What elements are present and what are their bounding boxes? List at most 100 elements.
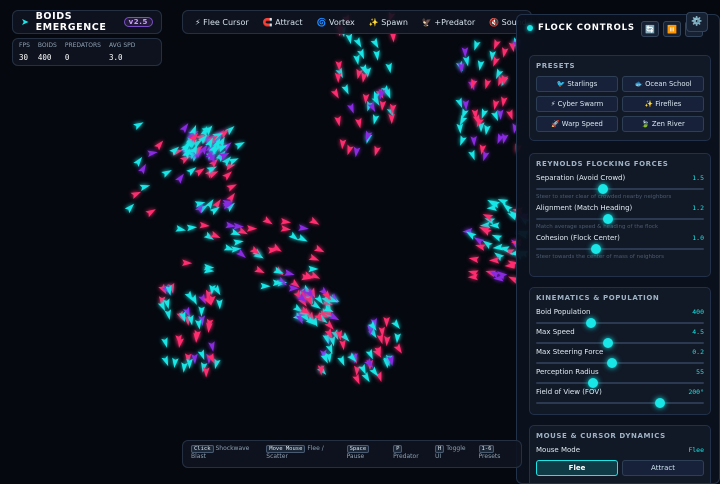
boid: [226, 192, 235, 203]
slider-thumb[interactable]: [598, 184, 609, 194]
boid: [477, 60, 485, 71]
preset-button[interactable]: 🐟 Ocean School: [622, 76, 704, 92]
boid: [334, 115, 341, 127]
boid: [327, 295, 339, 303]
hint-text: Flee / Scatter: [266, 445, 324, 460]
tool-button[interactable]: 🌀 Vortex: [316, 17, 355, 27]
boid: [184, 290, 193, 302]
boid: [509, 210, 520, 220]
flee-button[interactable]: Flee: [536, 460, 618, 476]
slider-value: 400: [692, 308, 704, 316]
boid: [459, 114, 468, 126]
boid: [175, 173, 184, 184]
boid: [163, 298, 170, 310]
slider-thumb[interactable]: [603, 338, 614, 348]
boid: [462, 100, 469, 111]
boid: [389, 103, 397, 115]
slider-thumb[interactable]: [591, 244, 602, 254]
boid: [482, 240, 493, 250]
hint-text: Shockwave Blast: [191, 445, 250, 460]
boid: [467, 273, 478, 281]
boid: [328, 312, 340, 321]
preset-button[interactable]: 🚀 Warp Speed: [536, 116, 618, 132]
boid: [317, 314, 328, 323]
slider-thumb[interactable]: [606, 358, 617, 368]
boid: [195, 319, 202, 330]
boid: [176, 310, 184, 322]
slider-value: 0.2: [692, 348, 704, 356]
boid: [216, 299, 223, 310]
boid: [203, 295, 212, 306]
boid: [486, 204, 497, 211]
slider-thumb[interactable]: [603, 214, 614, 224]
slider-track[interactable]: [536, 338, 704, 348]
boid: [508, 41, 516, 53]
stat-value: 30: [19, 53, 29, 62]
hint-bar: Click Shockwave Blast Move Mouse Flee / S…: [182, 440, 522, 468]
tool-button[interactable]: 🦅 +Predator: [421, 17, 476, 27]
slider-track[interactable]: [536, 244, 704, 254]
boid: [228, 158, 239, 166]
boid: [502, 133, 509, 144]
boid: [298, 296, 307, 307]
boid: [182, 259, 193, 266]
slider-track[interactable]: [536, 358, 704, 368]
app-title: BOIDS EMERGENCE: [35, 11, 107, 33]
slider-row: Alignment (Match Heading) 1.2: [536, 204, 704, 212]
boid: [193, 332, 200, 343]
slider-track[interactable]: [536, 378, 704, 388]
section-heading: MOUSE & CURSOR DYNAMICS: [536, 432, 666, 440]
boid: [322, 333, 329, 345]
boid: [262, 216, 273, 225]
slider-track[interactable]: [536, 214, 704, 224]
boid: [246, 225, 258, 232]
slider-track[interactable]: [536, 184, 704, 194]
boid: [133, 122, 144, 130]
boid: [371, 95, 380, 106]
tool-button[interactable]: ⚡ Flee Cursor: [195, 17, 249, 27]
pause-button[interactable]: ⏸️: [663, 21, 681, 37]
boid: [385, 62, 392, 74]
boid: [466, 231, 477, 240]
key-cap: Click: [191, 445, 214, 453]
boid: [224, 164, 236, 171]
boid: [297, 234, 308, 242]
tool-button[interactable]: 🔇 Sound: [489, 17, 527, 27]
settings-button[interactable]: ⚙️: [686, 12, 708, 32]
preset-button[interactable]: ✨ Fireflies: [622, 96, 704, 112]
preset-button[interactable]: 🐦 Starlings: [536, 76, 618, 92]
boid: [308, 265, 319, 273]
boid: [164, 309, 171, 320]
stat-value: 3.0: [108, 53, 123, 62]
slider-track[interactable]: [536, 318, 704, 328]
slider-track[interactable]: [536, 398, 704, 408]
boid: [203, 231, 214, 240]
boid: [284, 269, 295, 276]
slider-value: 4.5: [692, 328, 704, 336]
attract-button[interactable]: Attract: [622, 460, 704, 476]
slider-row: Perception Radius 55: [536, 368, 704, 376]
tool-button[interactable]: 🧲 Attract: [262, 17, 303, 27]
preset-button[interactable]: 🍃 Zen River: [622, 116, 704, 132]
control-panel: FLOCK CONTROLS 🔄 ⏸️ PRESETS 🐦 Starlings 🐟…: [516, 14, 720, 484]
boid: [320, 352, 328, 364]
tool-button[interactable]: ✨ Spawn: [368, 17, 408, 27]
slider-thumb[interactable]: [655, 398, 666, 408]
boid: [214, 358, 221, 370]
slider-thumb[interactable]: [588, 378, 599, 388]
boid: [280, 225, 292, 232]
hint-item: Click Shockwave Blast: [191, 445, 256, 463]
boid: [353, 146, 361, 158]
boid: [161, 170, 172, 178]
hint-text: Pause: [346, 453, 365, 460]
preset-button[interactable]: ⚡ Cyber Swarm: [536, 96, 618, 112]
boid: [359, 64, 367, 75]
slider-thumb[interactable]: [586, 318, 597, 328]
boid: [507, 260, 518, 269]
boid: [165, 285, 172, 296]
reset-button[interactable]: 🔄: [641, 21, 659, 37]
boid: [352, 373, 360, 385]
boid: [328, 335, 336, 347]
boid: [489, 271, 500, 279]
